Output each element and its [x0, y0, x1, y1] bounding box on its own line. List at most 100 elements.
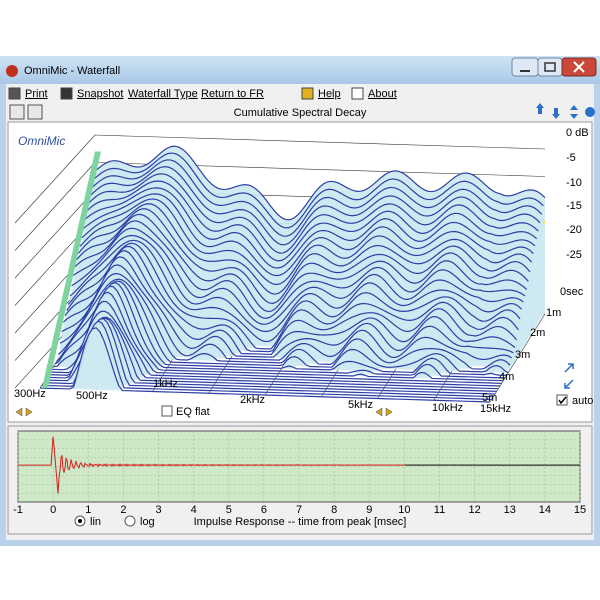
decay-edge: [77, 208, 529, 304]
radio-dot: [78, 519, 82, 523]
freq-scroll[interactable]: [15, 407, 33, 417]
x-tick-label: 7: [296, 504, 302, 516]
x-tick-label: 13: [504, 504, 516, 516]
freq-tick-label: 300Hz: [14, 388, 46, 400]
x-tick-label: 12: [469, 504, 481, 516]
decay-edge: [76, 213, 528, 313]
radio-button[interactable]: [124, 515, 136, 527]
menu-item[interactable]: About: [368, 88, 397, 100]
menu-item[interactable]: Help: [318, 88, 341, 100]
decay-edge: [81, 198, 533, 286]
time-tick-label: 4m: [499, 371, 514, 383]
decay-edge: [82, 193, 534, 277]
x-tick-label: 0: [50, 504, 56, 516]
scale-options: lin log: [74, 515, 155, 528]
freq-scroll[interactable]: [375, 407, 393, 417]
menu-item[interactable]: Snapshot: [77, 88, 123, 100]
decay-edge: [94, 145, 546, 221]
x-tick-label: 14: [539, 504, 551, 516]
auto-checkbox[interactable]: [556, 394, 568, 406]
freq-tick-label: 15kHz: [480, 403, 511, 415]
eq-checkbox[interactable]: [161, 405, 173, 417]
decay-edge: [64, 250, 516, 356]
decay-edge: [43, 317, 494, 398]
decay-edge: [49, 300, 501, 387]
decay-edge: [41, 320, 492, 400]
db-tick-label: -25: [566, 249, 582, 261]
menu-icon: [351, 87, 364, 100]
x-tick-label: 3: [155, 504, 161, 516]
decay-edge: [48, 310, 499, 390]
decay-slice: [65, 250, 515, 362]
decay-edge: [57, 278, 509, 374]
x-tick-label: -1: [13, 504, 23, 516]
time-tick-label: 3m: [515, 349, 530, 361]
maximize-button[interactable]: [537, 57, 563, 77]
decay-edge: [61, 264, 512, 361]
decay-edge: [79, 203, 531, 295]
decay-edge: [39, 327, 491, 403]
decay-slice: [63, 256, 514, 365]
decay-edge: [86, 180, 538, 262]
floor-grid: [489, 313, 546, 403]
left-edge: [42, 151, 101, 388]
menu-icon: [8, 87, 21, 100]
decay-edge: [73, 227, 524, 325]
decay-edge: [92, 152, 544, 229]
x-tick-label: 1: [85, 504, 91, 516]
x-tick-label: 8: [331, 504, 337, 516]
x-tick-label: 11: [434, 504, 445, 516]
app-icon: [6, 65, 18, 77]
menu-item[interactable]: Return to FR: [201, 88, 264, 100]
reset-view[interactable]: [585, 107, 595, 117]
waterfall-plot: [14, 134, 546, 403]
db-tick-label: -5: [566, 152, 576, 164]
db-tick-label: -15: [566, 200, 582, 212]
impulse-trace: [18, 436, 406, 494]
menu-item[interactable]: Waterfall Type: [128, 88, 198, 100]
time-tick-label: 2m: [530, 327, 545, 339]
decay-edge: [56, 280, 507, 376]
impulse-plot: -1 0 1 2 3 4 5 6 7 8 9 10 11 12 13 14 15: [13, 430, 586, 516]
title-bar: [0, 56, 600, 84]
db-tick-label: 0 dB: [566, 127, 589, 139]
tilt[interactable]: [570, 105, 578, 119]
view-button[interactable]: [27, 104, 43, 120]
minimize-button[interactable]: [511, 57, 539, 77]
wall-grid: [14, 189, 96, 279]
waterfall-title: Cumulative Spectral Decay: [234, 107, 367, 119]
decay-edge: [62, 256, 514, 358]
wall-grid: [14, 162, 96, 251]
decay-edge: [87, 173, 539, 254]
freq-tick-label: 500Hz: [76, 390, 108, 402]
zoom-controls[interactable]: [564, 363, 574, 389]
view-button[interactable]: [9, 104, 25, 120]
x-tick-label: 10: [398, 504, 410, 516]
decay-slice: [60, 273, 510, 370]
decay-edge: [46, 316, 497, 392]
auto-label: auto: [572, 395, 593, 407]
brand-label: OmniMic: [18, 134, 65, 148]
decay-slice: [58, 279, 509, 373]
wall-grid: [94, 134, 546, 150]
freq-tick-label: 5kHz: [348, 399, 373, 411]
x-tick-label: 15: [574, 504, 586, 516]
decay-edge: [54, 281, 506, 379]
rotate-down[interactable]: [552, 108, 560, 119]
time-tick-label: 0sec: [560, 286, 584, 298]
menu-item[interactable]: Print: [25, 88, 48, 100]
decay-edge: [69, 239, 521, 343]
x-tick-label: 9: [366, 504, 372, 516]
decay-edge: [44, 317, 496, 395]
decay-edge: [51, 291, 502, 384]
decay-edge: [67, 242, 519, 350]
time-tick-label: 1m: [546, 307, 561, 319]
rotate-up[interactable]: [536, 103, 544, 114]
eq-label: EQ flat: [176, 406, 210, 418]
x-tick-label: 4: [191, 504, 197, 516]
x-tick-label: 2: [120, 504, 126, 516]
radio-label: lin: [90, 516, 101, 528]
decay-edge: [59, 272, 511, 370]
